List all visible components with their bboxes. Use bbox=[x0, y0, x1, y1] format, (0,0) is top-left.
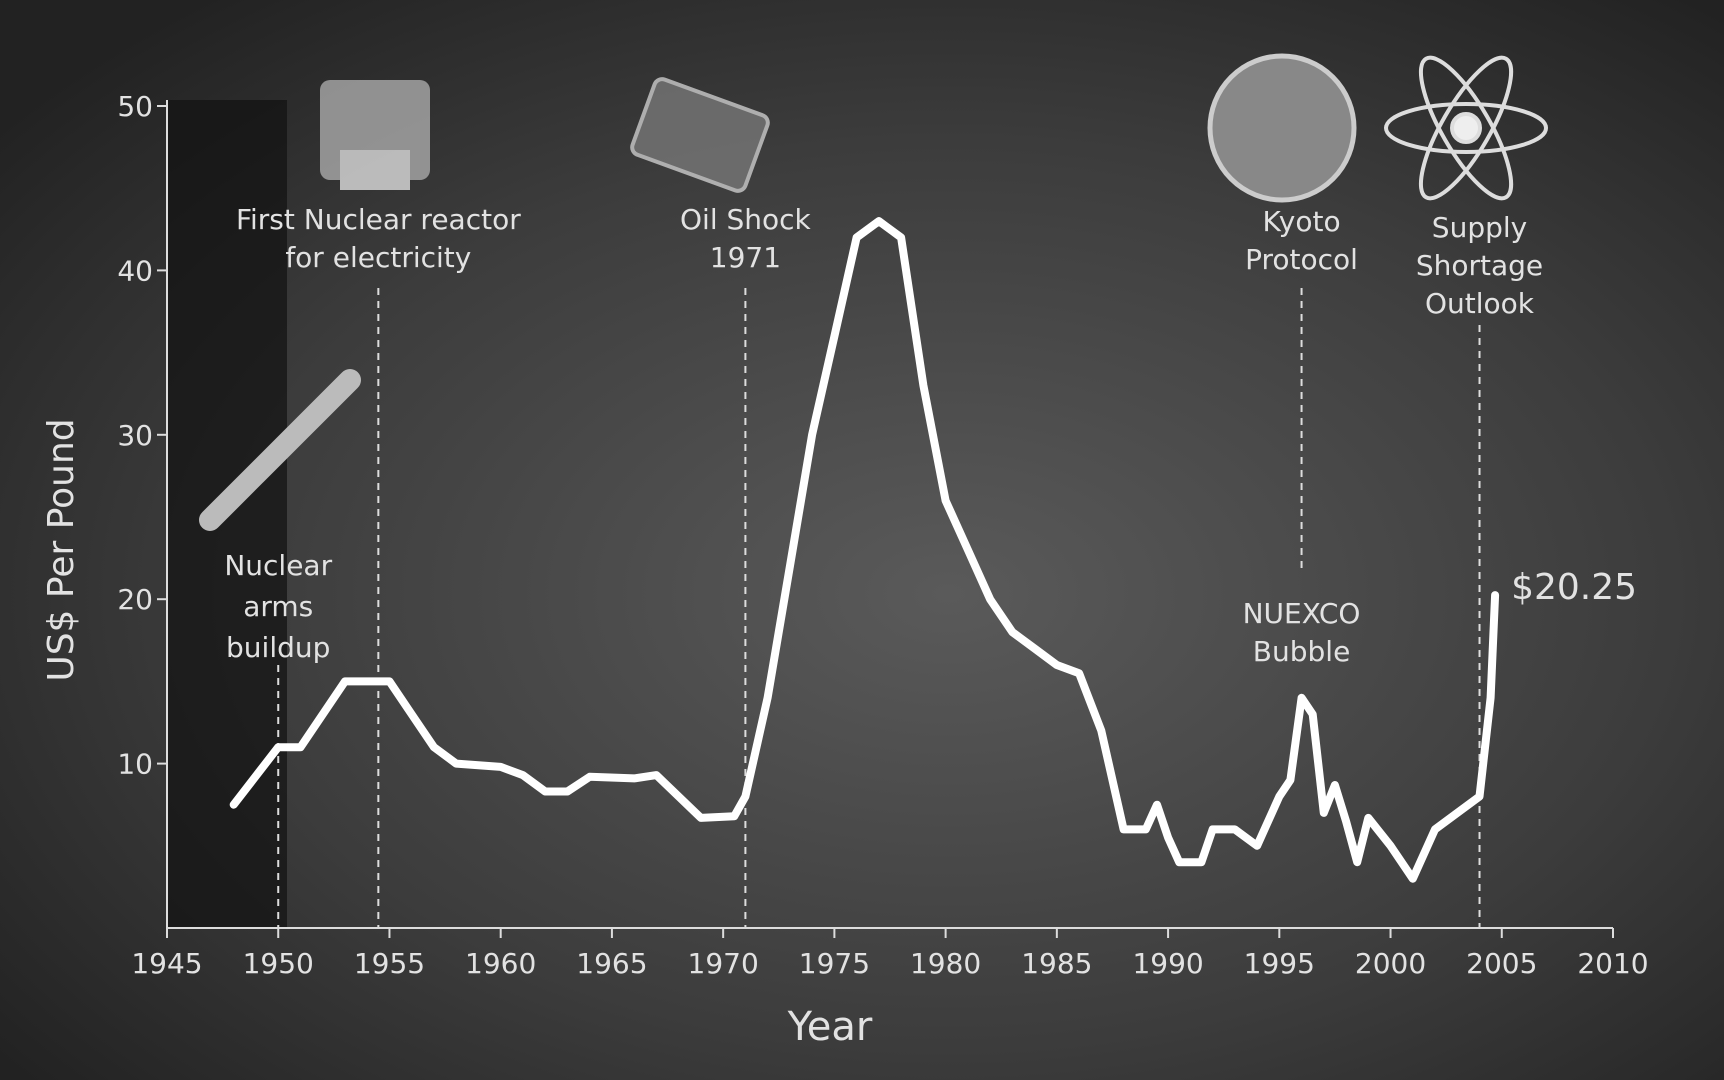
x-tick-label: 1990 bbox=[1132, 947, 1203, 980]
y-tick-label: 30 bbox=[117, 419, 153, 452]
x-tick-label: 1995 bbox=[1244, 947, 1315, 980]
x-tick-label: 2000 bbox=[1355, 947, 1426, 980]
annotation-label: First Nuclear reactor bbox=[236, 203, 521, 236]
annotation-label: NUEXCO bbox=[1243, 597, 1361, 630]
annotation-label: Nuclear bbox=[224, 549, 332, 582]
price-line bbox=[229, 217, 1500, 883]
x-tick-label: 1975 bbox=[799, 947, 870, 980]
annotation-label: Oil Shock bbox=[680, 203, 812, 236]
annotation-label: Supply bbox=[1432, 211, 1527, 244]
annotation-label: arms bbox=[243, 590, 313, 623]
annotation-label: Shortage bbox=[1416, 249, 1543, 282]
x-tick-label: 1970 bbox=[688, 947, 759, 980]
x-tick-label: 1965 bbox=[576, 947, 647, 980]
oil-icon bbox=[630, 77, 770, 193]
x-tick-label: 1955 bbox=[354, 947, 425, 980]
annotation-label: 1971 bbox=[710, 241, 781, 274]
x-tick-label: 1985 bbox=[1021, 947, 1092, 980]
x-axis-title: Year bbox=[787, 1004, 873, 1050]
annotation-label: buildup bbox=[226, 631, 330, 664]
y-tick-label: 50 bbox=[117, 90, 153, 123]
x-tick-label: 2010 bbox=[1577, 947, 1648, 980]
y-tick-label: 40 bbox=[117, 254, 153, 287]
value-label: $20.25 bbox=[1511, 567, 1637, 608]
globe-icon bbox=[1207, 53, 1357, 203]
annotation-label: Outlook bbox=[1425, 287, 1535, 320]
annotation-label: for electricity bbox=[285, 241, 471, 274]
annotation-label: Bubble bbox=[1253, 635, 1351, 668]
x-tick-label: 1980 bbox=[910, 947, 981, 980]
x-tick-label: 1950 bbox=[243, 947, 314, 980]
y-tick-label: 20 bbox=[117, 583, 153, 616]
y-axis-title: US$ Per Pound bbox=[41, 418, 82, 681]
annotation-label: Kyoto bbox=[1262, 205, 1340, 238]
missile-icon bbox=[199, 369, 361, 531]
x-tick-label: 1960 bbox=[465, 947, 536, 980]
annotation-label: Protocol bbox=[1245, 243, 1358, 276]
atom-icon bbox=[1384, 55, 1548, 201]
reactor-icon bbox=[320, 80, 430, 190]
y-tick-label: 10 bbox=[117, 748, 153, 781]
x-tick-label: 1945 bbox=[131, 947, 202, 980]
x-tick-label: 2005 bbox=[1466, 947, 1537, 980]
